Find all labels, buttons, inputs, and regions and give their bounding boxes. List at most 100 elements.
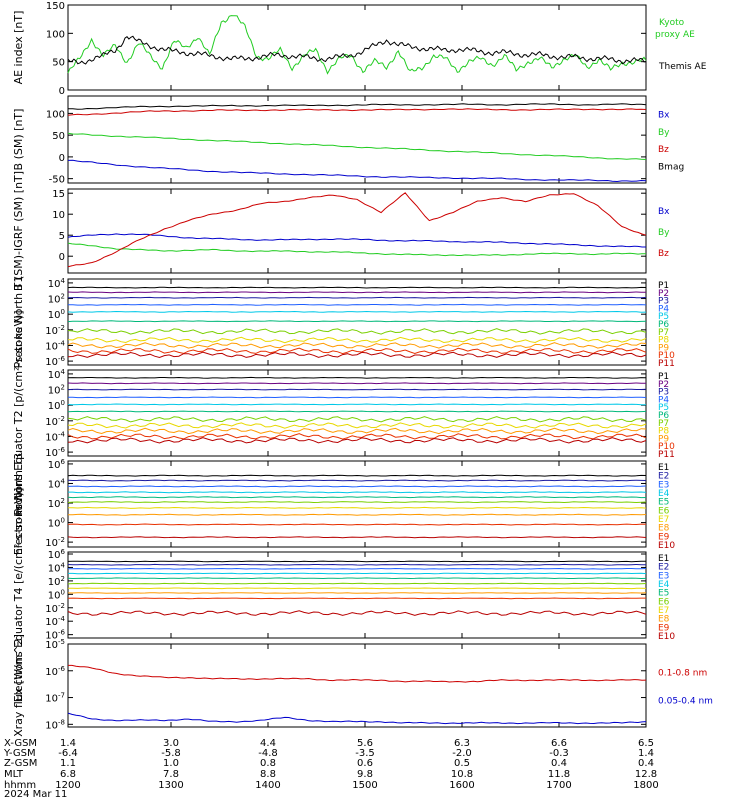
y-tick-label: 10-4 (45, 615, 65, 628)
panel-5: 104 102 100 10-2 10-4 10-6 Protons Equator T2 … (12, 310, 675, 515)
footer-value: -4.8 (258, 748, 278, 759)
series-line-P7 (67, 328, 647, 335)
y-tick-label: 104 (48, 368, 66, 381)
y-tick-label: 0 (59, 252, 65, 263)
series-line-E10 (67, 536, 647, 539)
series-line-P1 (67, 286, 647, 289)
y-tick-label: -50 (49, 175, 65, 186)
legend-0-05-0-4-nm: 0.05-0.4 nm (658, 696, 713, 706)
y-axis-title: Electrons Equator T4 [e/(cm²-s-sr-keV)] (12, 488, 25, 703)
legend-Bmag: Bmag (658, 163, 684, 173)
legend-P3: P3 (658, 388, 669, 398)
legend-P6: P6 (658, 411, 669, 421)
series-line-Bmag (67, 103, 647, 110)
legend-E9: E9 (658, 623, 670, 633)
footer-value: 1700 (546, 780, 571, 791)
legend-themis: Themis AE (658, 62, 707, 72)
footer-value: 6.8 (60, 769, 76, 780)
footer-value: 10.8 (451, 769, 473, 780)
panel-2: 100 50 0 -50 B (SM) [nT] Bx By Bz Bmag (12, 95, 684, 186)
series-line-By (67, 242, 646, 257)
footer-value: 3.0 (163, 738, 179, 749)
legend-P5: P5 (658, 403, 669, 413)
y-tick-label: 10-6 (45, 446, 65, 459)
y-axis-title: B (SM) [nT] (12, 109, 25, 171)
series-line-P8 (67, 336, 647, 344)
series-line-Kyoto-proxy-AE (67, 15, 647, 75)
y-tick-label: 15 (52, 189, 65, 200)
series-line-E2 (67, 479, 647, 482)
footer-value: 1.0 (163, 758, 179, 769)
legend-E6: E6 (658, 597, 670, 607)
y-tick-label: 10-4 (45, 430, 65, 443)
series-line-Bx (67, 233, 646, 248)
y-tick-label: 150 (46, 1, 65, 12)
footer-value: 1600 (449, 780, 474, 791)
legend-P3: P3 (658, 297, 669, 307)
y-tick-label: 106 (48, 548, 66, 561)
footer-value: 7.8 (163, 769, 179, 780)
y-tick-label: 102 (48, 497, 65, 510)
footer-value: 6.3 (454, 738, 470, 749)
legend-P8: P8 (658, 336, 669, 346)
legend-E5: E5 (658, 589, 669, 599)
y-tick-label: 102 (48, 384, 65, 397)
legend-E6: E6 (658, 506, 670, 516)
legend-Bx: Bx (658, 110, 670, 120)
y-tick-label: 10-6 (45, 355, 65, 368)
y-tick-label: 10-5 (45, 638, 65, 651)
legend-kyoto-line2: proxy AE (655, 30, 695, 40)
legend-E5: E5 (658, 498, 669, 508)
series-line-E5 (67, 496, 647, 499)
legend-Bz: Bz (658, 145, 669, 155)
series-line-P6 (67, 410, 647, 413)
panel-frame (67, 460, 647, 548)
series-line-By (67, 132, 647, 160)
legend-E7: E7 (658, 606, 669, 616)
legend-E1: E1 (658, 554, 669, 564)
panel-frame (67, 95, 647, 184)
legend-E3: E3 (658, 480, 669, 490)
series-line-Bz (67, 192, 647, 268)
legend-By: By (658, 128, 670, 138)
footer-row-label: 2024 Mar 11 (4, 789, 67, 800)
series-line-P2 (67, 382, 647, 385)
series-line-Themis-AE (67, 35, 647, 65)
series-line-P6 (67, 320, 647, 323)
series-line-P3 (67, 296, 647, 299)
series-line-0-1-0-8-nm (68, 664, 647, 683)
y-tick-label: 100 (46, 109, 65, 120)
footer-value: 0.5 (454, 758, 470, 769)
footer-value: 11.8 (548, 769, 570, 780)
legend-Bz: Bz (658, 249, 669, 259)
y-axis-title: Protons Equator T2 [p/(cm²-s-sr-keV)] (12, 310, 25, 515)
y-axis-title: Xray flux [W/m^2] (12, 634, 25, 737)
series-line-P2 (67, 291, 647, 294)
y-tick-label: 100 (48, 588, 65, 601)
footer-value: 9.8 (357, 769, 373, 780)
panel-frame (67, 188, 647, 274)
series-line-E5 (67, 577, 647, 580)
panel-frame (67, 278, 647, 366)
y-tick-label: 100 (46, 29, 65, 40)
footer-value: 1800 (633, 780, 658, 791)
footer-value: 0.8 (260, 758, 276, 769)
legend-E9: E9 (658, 532, 670, 542)
footer-value: -6.4 (58, 748, 78, 759)
footer-value: 1400 (255, 780, 280, 791)
footer-value: 6.6 (551, 738, 567, 749)
series-line-P5 (67, 403, 646, 406)
series-line-E6 (67, 582, 647, 585)
legend-E4: E4 (658, 580, 670, 590)
series-line-E10 (67, 610, 647, 616)
footer-row-label: Y-GSM (3, 748, 36, 759)
series-line-P3 (67, 388, 647, 391)
footer-value: 12.8 (635, 769, 657, 780)
footer-value: -0.3 (549, 748, 569, 759)
series-line-E1 (67, 560, 647, 563)
y-tick-label: 106 (48, 458, 66, 471)
panel-6: 106 104 102 100 10-2 Electrons North T3 E1E2E3… (12, 453, 675, 555)
y-tick-label: 104 (48, 561, 66, 574)
